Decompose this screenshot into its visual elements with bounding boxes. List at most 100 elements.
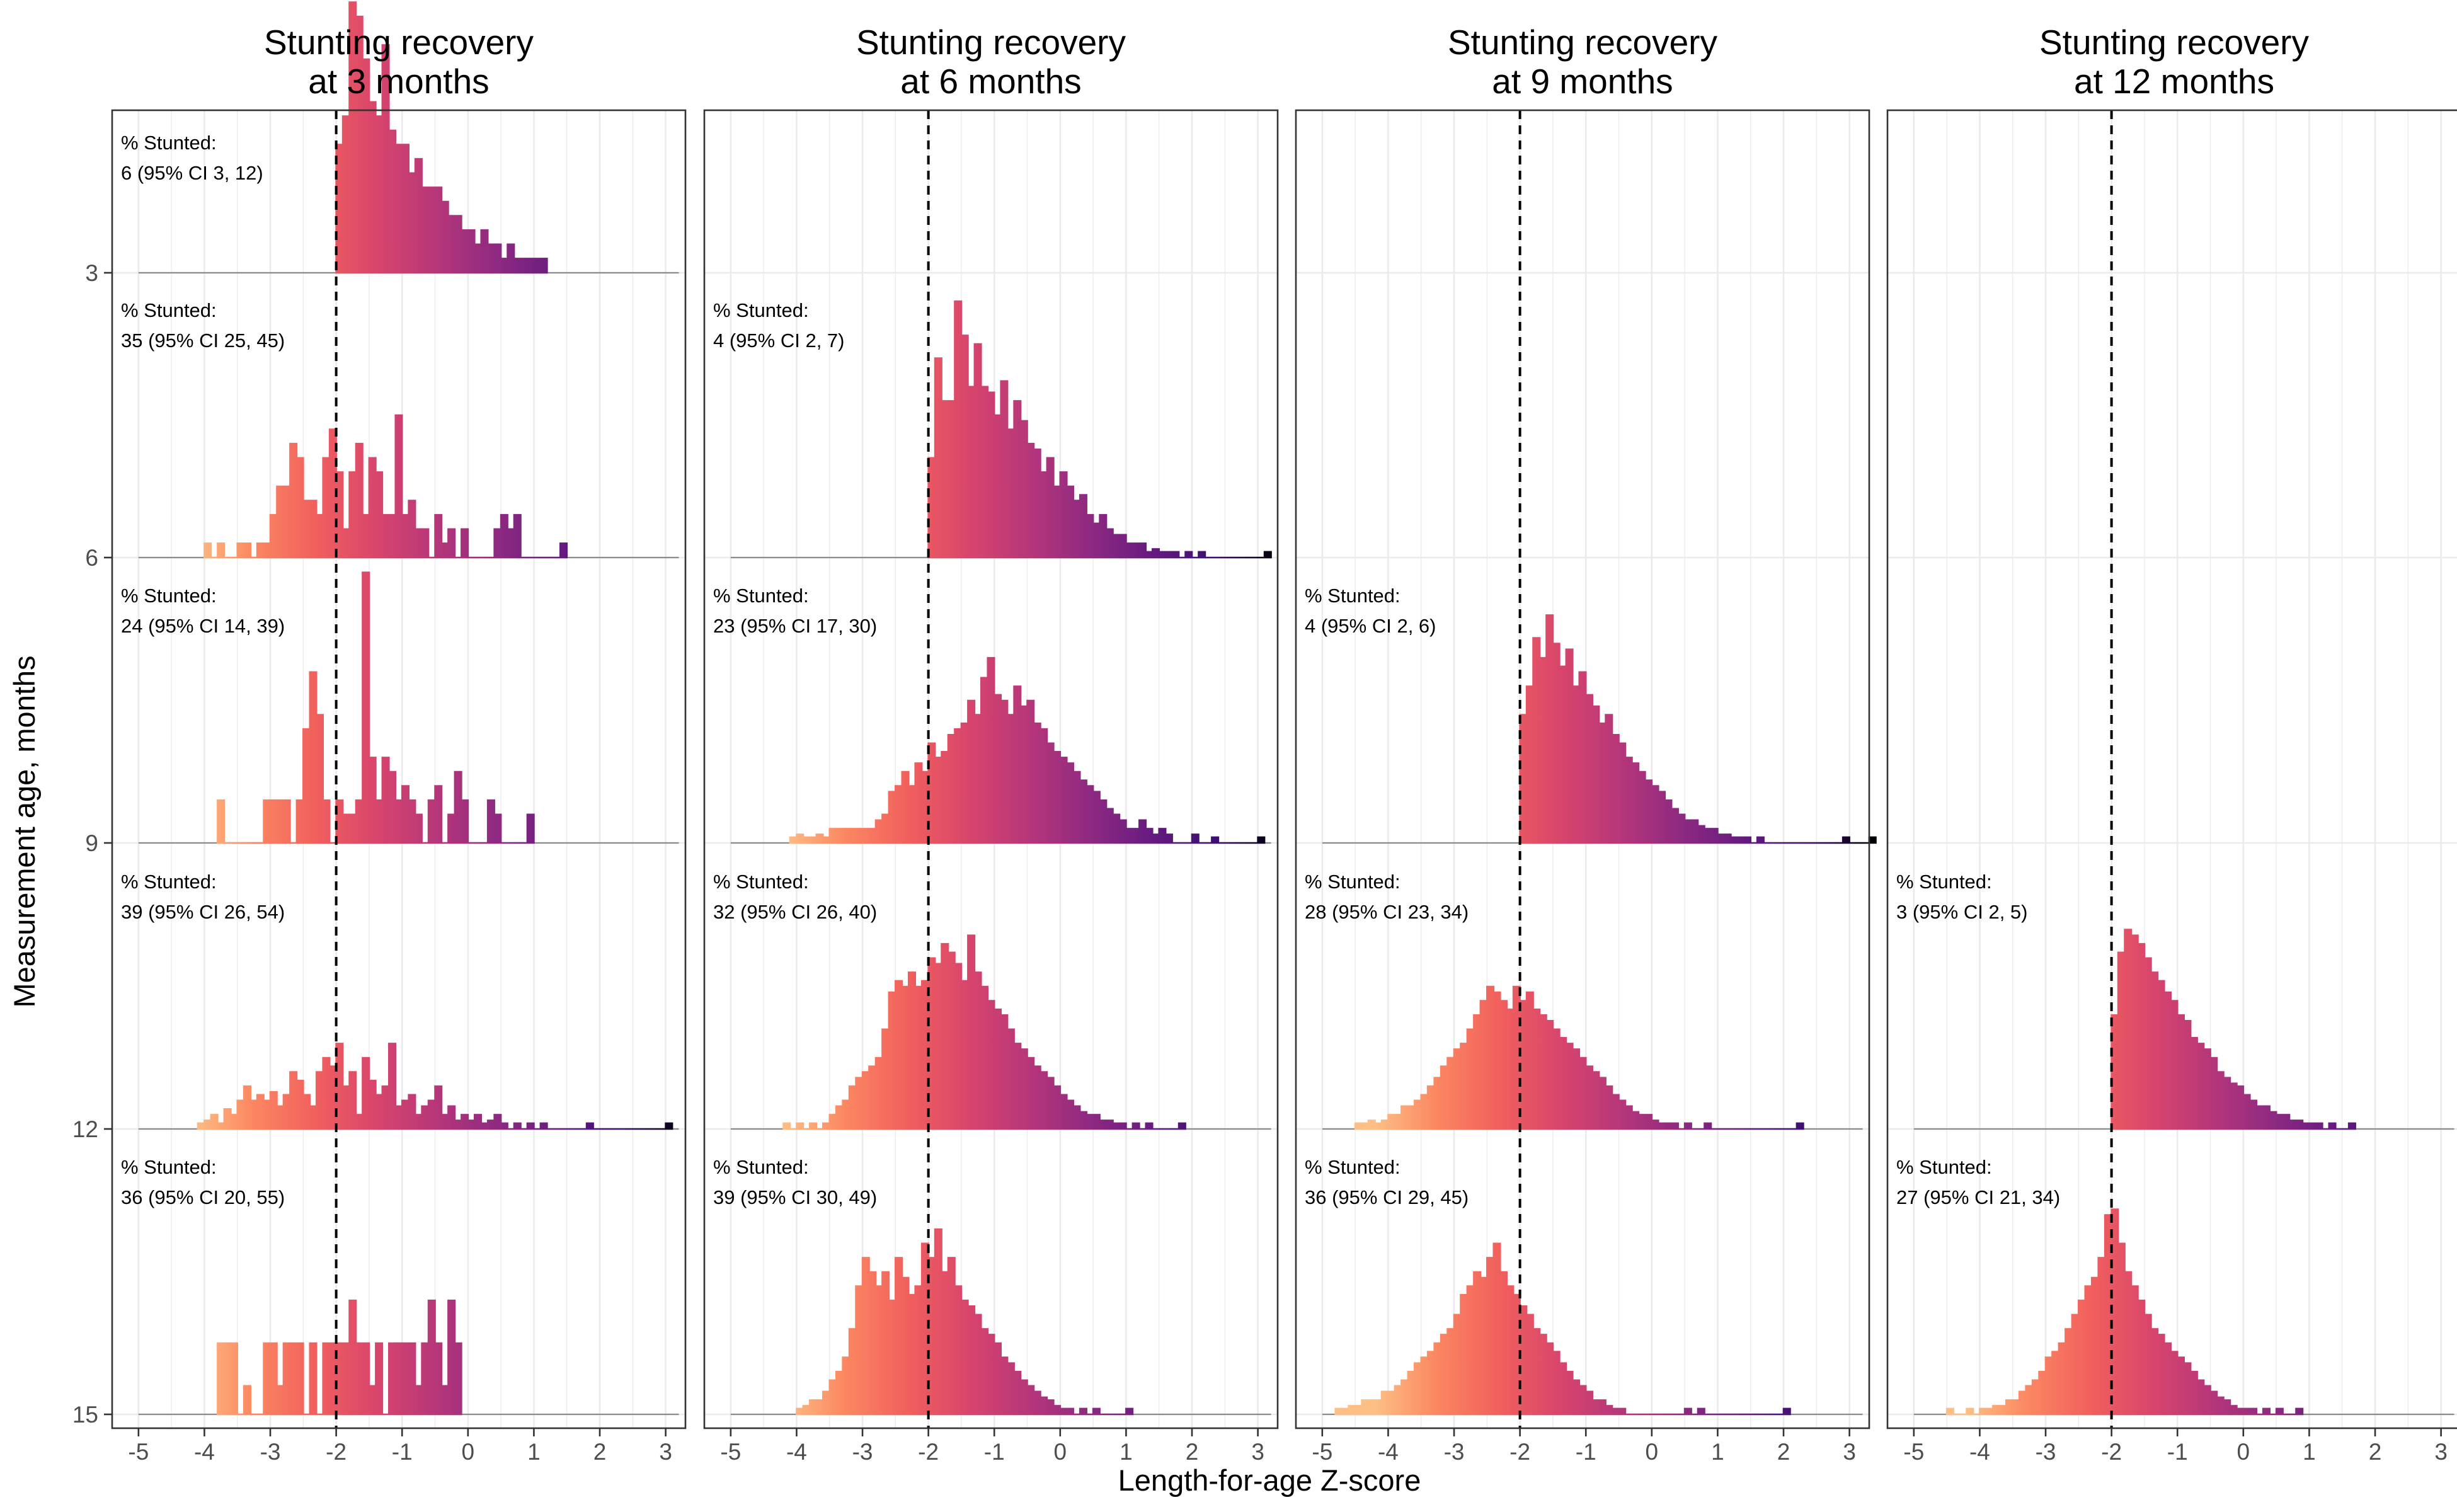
panel-border [111, 109, 687, 1429]
stunted-ci-value: 35 (95% CI 25, 45) [121, 329, 285, 352]
panel-title-line2: at 6 months [900, 62, 1081, 101]
stunted-label: % Stunted: [713, 1156, 809, 1178]
x-tick-label: 3 [1251, 1439, 1264, 1465]
x-tick-label: 0 [462, 1439, 475, 1465]
histogram-age-9 [789, 658, 1265, 843]
histogram-outline-age-6 [927, 300, 1272, 559]
stunted-ci-value: 36 (95% CI 20, 55) [121, 1186, 285, 1208]
stunted-label: % Stunted: [713, 585, 809, 607]
x-tick-label: 0 [1054, 1439, 1067, 1465]
histogram-outline-age-12 [1354, 985, 1804, 1130]
x-tick-label: 2 [1777, 1439, 1790, 1465]
stunted-ci-value: 39 (95% CI 26, 54) [121, 901, 285, 923]
x-tick-label: -3 [2036, 1439, 2056, 1465]
histogram-outline-age-12 [197, 1043, 673, 1130]
y-tick-label: 6 [85, 545, 98, 571]
x-tick-label: 1 [1711, 1439, 1724, 1465]
x-tick-label: 1 [527, 1439, 541, 1465]
stunted-ci-value: 27 (95% CI 21, 34) [1896, 1186, 2060, 1208]
x-tick-label: -4 [786, 1439, 807, 1465]
panel-border [1295, 109, 1870, 1429]
y-axis-label: Measurement age, months [8, 655, 41, 1007]
x-tick-label: -5 [1312, 1439, 1332, 1465]
stunted-label: % Stunted: [713, 871, 809, 893]
panel-title-line2: at 9 months [1492, 62, 1673, 101]
x-tick-label: -1 [1576, 1439, 1596, 1465]
x-tick-label: -2 [1509, 1439, 1530, 1465]
x-tick-label: -1 [392, 1439, 413, 1465]
stunted-label: % Stunted: [1896, 1156, 1992, 1178]
stunted-ci-value: 36 (95% CI 29, 45) [1305, 1186, 1469, 1208]
panel-title-line1: Stunting recovery [1448, 23, 1717, 62]
panel-title-line2: at 3 months [308, 62, 489, 101]
panel-1: % Stunted: 6 (95% CI 3, 12) % Stunted: 35 (… [111, 1, 687, 1465]
histogram-outline-age-15 [796, 1228, 1134, 1416]
histogram-outline-age-9 [217, 571, 535, 844]
x-tick-label: -5 [720, 1439, 741, 1465]
x-tick-label: 2 [593, 1439, 607, 1465]
histogram-age-15 [1947, 1209, 2303, 1414]
stunted-ci-value: 24 (95% CI 14, 39) [121, 615, 285, 637]
x-tick-label: -3 [260, 1439, 281, 1465]
stunted-ci-value: 23 (95% CI 17, 30) [713, 615, 877, 637]
x-tick-label: -1 [2167, 1439, 2188, 1465]
stunted-ci-value: 4 (95% CI 2, 6) [1305, 615, 1436, 637]
x-tick-label: 3 [659, 1439, 672, 1465]
y-axis: 3 6 9 12 15 [72, 260, 112, 1428]
stunted-ci-value: 32 (95% CI 26, 40) [713, 901, 877, 923]
panels-group: % Stunted: 6 (95% CI 3, 12) % Stunted: 35 (… [72, 1, 2457, 1465]
y-tick-label: 15 [72, 1402, 98, 1428]
y-tick-label: 3 [85, 260, 98, 286]
histogram-age-15 [1335, 1243, 1790, 1414]
x-tick-label: 1 [2303, 1439, 2316, 1465]
histogram-age-12 [2111, 929, 2356, 1129]
histogram-outline-age-6 [203, 414, 568, 559]
histogram-age-12 [197, 1043, 673, 1129]
histogram-outline-age-15 [1945, 1208, 2304, 1416]
x-tick-label: 3 [1843, 1439, 1856, 1465]
histogram-age-6 [928, 301, 1271, 558]
x-tick-label: 2 [1186, 1439, 1199, 1465]
stunted-ci-value: 28 (95% CI 23, 34) [1305, 901, 1469, 923]
panel-2: % Stunted: 4 (95% CI 2, 7) % Stunted: 23 (9… [703, 23, 1279, 1465]
stunted-label: % Stunted: [121, 871, 217, 893]
histogram-outline-age-12 [782, 934, 1186, 1130]
x-tick-label: -4 [1378, 1439, 1399, 1465]
x-tick-label: -3 [852, 1439, 873, 1465]
histogram-age-12 [783, 935, 1186, 1129]
panel-background [112, 110, 685, 1428]
y-tick-label: 12 [72, 1116, 98, 1142]
stunted-label: % Stunted: [713, 299, 809, 321]
panel-4: % Stunted: 3 (95% CI 2, 5) % Stunted: 27 (9… [1886, 23, 2457, 1465]
histogram-outline-age-15 [217, 1299, 462, 1416]
stunted-label: % Stunted: [121, 299, 217, 321]
panel-border [1886, 109, 2457, 1429]
x-tick-label: -2 [326, 1439, 346, 1465]
x-tick-label: 1 [1120, 1439, 1133, 1465]
panel-title-line1: Stunting recovery [856, 23, 1126, 62]
stunted-label: % Stunted: [1305, 585, 1400, 607]
histogram-outline-age-3 [335, 1, 548, 274]
stunted-label: % Stunted: [1305, 871, 1400, 893]
histogram-outline-age-15 [1334, 1242, 1791, 1416]
stunted-label: % Stunted: [121, 132, 217, 154]
panel-title-line1: Stunting recovery [2039, 23, 2309, 62]
panel-3: % Stunted: 4 (95% CI 2, 6) % Stunted: 28 (9… [1295, 23, 1877, 1465]
x-tick-label: 0 [1646, 1439, 1659, 1465]
stunted-ci-value: 4 (95% CI 2, 7) [713, 329, 844, 352]
x-tick-label: 3 [2434, 1439, 2448, 1465]
stunted-label: % Stunted: [121, 585, 217, 607]
histogram-outline-age-9 [1519, 614, 1877, 844]
histogram-age-15 [796, 1229, 1133, 1414]
x-tick-label: -3 [1444, 1439, 1465, 1465]
x-tick-label: -4 [1969, 1439, 1990, 1465]
histogram-age-9 [1520, 615, 1876, 843]
panel-title-line2: at 12 months [2074, 62, 2274, 101]
histogram-outline-age-12 [2110, 929, 2356, 1130]
x-tick-label: -5 [128, 1439, 149, 1465]
panel-background [1887, 110, 2457, 1428]
x-tick-label: -1 [984, 1439, 1005, 1465]
stunted-ci-value: 39 (95% CI 30, 49) [713, 1186, 877, 1208]
x-tick-label: -4 [194, 1439, 215, 1465]
